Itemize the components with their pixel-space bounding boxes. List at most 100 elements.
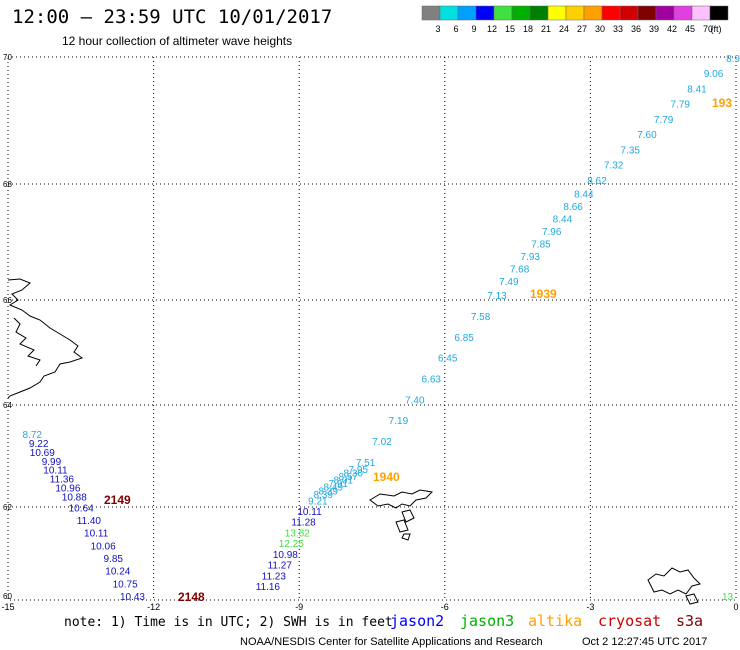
wave-height-value: 7.95 xyxy=(349,465,369,476)
wave-height-value: 7.60 xyxy=(637,130,657,141)
legend-swatch xyxy=(565,5,585,21)
map-subtitle: 12 hour collection of altimeter wave hei… xyxy=(62,34,293,48)
wave-height-value: 8.41 xyxy=(687,84,707,95)
wave-height-value: 8.62 xyxy=(587,176,607,187)
coastlines xyxy=(7,278,701,605)
legend-swatch xyxy=(583,5,603,21)
wave-height-value: 9.85 xyxy=(104,554,124,565)
wave-height-value: 7.85 xyxy=(531,240,551,251)
legend-tick-label: 36 xyxy=(631,24,641,34)
legend-unit: (ft) xyxy=(711,24,722,34)
wave-height-value: 10.06 xyxy=(91,541,116,552)
color-legend: 3 6 9 12 15 18 21 24 27 30 33 36 39 42 45 70(ft) xyxy=(421,5,729,34)
latitude-label: 62 xyxy=(3,503,12,512)
wave-height-value: 11.36 xyxy=(50,475,75,486)
greenland-inlets xyxy=(13,317,41,367)
lat-lon-grid: 70 68 66 64 62 60-15 -12 -9 -6 -3 0 xyxy=(1,53,738,612)
pass-time-label: 2148 xyxy=(178,590,205,604)
shetland-islands xyxy=(647,567,701,605)
wave-height-value: 8.01 xyxy=(334,476,354,487)
legend-tick-label: 6 xyxy=(453,24,458,34)
wave-height-value: 11.27 xyxy=(268,561,293,572)
longitude-label: -6 xyxy=(441,602,449,612)
wave-height-value: 7.40 xyxy=(405,395,425,406)
wave-height-value: 6.85 xyxy=(454,333,474,344)
legend-tick-label: 24 xyxy=(559,24,569,34)
wave-height-value: 13. xyxy=(722,592,736,603)
wave-height-value: 7.51 xyxy=(356,458,376,469)
wave-height-value: 8.72 xyxy=(23,430,43,441)
wave-height-value: 7.02 xyxy=(372,437,392,448)
wave-height-value: 7.19 xyxy=(389,416,409,427)
wave-height-value: 7.96 xyxy=(542,227,562,238)
map-frame xyxy=(7,56,737,601)
wave-height-value: 8.39 xyxy=(314,490,334,501)
wave-height-value: 8.39 xyxy=(319,486,339,497)
longitude-label: -9 xyxy=(295,602,303,612)
pass-time-label: 193 xyxy=(712,96,732,110)
legend-swatch xyxy=(673,5,693,21)
wave-height-value: 7.91 xyxy=(329,479,349,490)
wave-height-value: 11.40 xyxy=(77,516,102,527)
wave-height-value: 9.06 xyxy=(704,69,724,80)
pass-time-labels: 193 1939 1940 2149 2148 xyxy=(104,96,732,604)
legend-swatch xyxy=(457,5,477,21)
legend-swatch xyxy=(547,5,567,21)
legend-tick-label: 70 xyxy=(703,24,713,34)
wave-height-value: 13.62 xyxy=(285,528,310,539)
longitude-label: -12 xyxy=(147,602,160,612)
wave-height-value: 7.13 xyxy=(487,291,507,302)
legend-tick-label: 21 xyxy=(541,24,551,34)
wave-height-value: 6.63 xyxy=(422,375,442,386)
wave-height-value: 9.21 xyxy=(308,496,328,507)
legend-swatch xyxy=(691,5,711,21)
legend-tick-label: 30 xyxy=(595,24,605,34)
wave-height-value: 8.57 xyxy=(339,472,359,483)
legend-swatch xyxy=(619,5,639,21)
legend-swatch xyxy=(493,5,513,21)
legend-tick-label: 12 xyxy=(487,24,497,34)
satellite-track-west: 8.729.2210.699.9910.1111.3610.9610.8810.… xyxy=(23,430,736,603)
satellite-legend-jason3: jason3 xyxy=(460,612,514,630)
wave-height-value: 10.69 xyxy=(30,448,55,459)
greenland-coastline xyxy=(7,278,84,399)
map-title: 12:00 – 23:59 UTC 10/01/2017 xyxy=(12,6,333,28)
generated-timestamp: Oct 2 12:27:45 UTC 2017 xyxy=(582,636,707,648)
wave-height-value: 10.11 xyxy=(43,466,68,477)
wave-height-value: 9.99 xyxy=(42,457,62,468)
legend-swatch xyxy=(421,5,441,21)
wave-height-value: 7.58 xyxy=(471,312,491,323)
legend-swatch xyxy=(709,5,729,21)
pass-time-label: 1940 xyxy=(373,470,400,484)
legend-tick-label: 18 xyxy=(523,24,533,34)
faroe-islands xyxy=(369,489,434,541)
legend-tick-label: 15 xyxy=(505,24,515,34)
legend-swatch xyxy=(529,5,549,21)
wave-height-value: 10.43 xyxy=(120,592,145,603)
wave-height-value: 11.23 xyxy=(262,571,287,582)
wave-height-value: 10.24 xyxy=(105,567,130,578)
legend-tick-label: 27 xyxy=(577,24,587,34)
wave-height-value: 8.30 xyxy=(344,468,364,479)
wave-height-value: 7.32 xyxy=(604,161,624,172)
longitude-label: -3 xyxy=(586,602,594,612)
wave-height-value: 7.35 xyxy=(621,145,641,156)
wave-height-value: 8.44 xyxy=(553,215,573,226)
pass-time-label: 1939 xyxy=(530,287,557,301)
latitude-label: 64 xyxy=(3,401,12,410)
satellite-legend-s3a: s3a xyxy=(676,612,703,630)
wave-height-value: 10.96 xyxy=(55,484,80,495)
wave-height-value: 8.49 xyxy=(324,483,344,494)
legend-swatch xyxy=(655,5,675,21)
wave-height-value: 6.45 xyxy=(438,354,458,365)
legend-swatch xyxy=(601,5,621,21)
wave-height-value: 7.79 xyxy=(671,100,691,111)
wave-height-value: 10.64 xyxy=(69,503,94,514)
credit-line: NOAA/NESDIS Center for Satellite Applica… xyxy=(240,636,543,648)
wave-height-value: 7.49 xyxy=(499,277,519,288)
wave-height-value: 8.9 xyxy=(726,54,740,65)
legend-swatch xyxy=(475,5,495,21)
latitude-label: 60 xyxy=(3,592,12,601)
satellite-legend-jason2: jason2 xyxy=(390,612,444,630)
